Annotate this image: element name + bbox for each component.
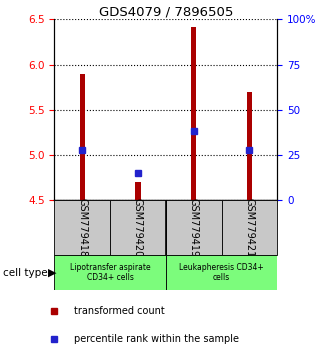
- Bar: [191, 27, 196, 200]
- Text: ▶: ▶: [48, 268, 56, 278]
- Text: GSM779420: GSM779420: [133, 198, 143, 257]
- Bar: [54, 200, 110, 255]
- Title: GDS4079 / 7896505: GDS4079 / 7896505: [99, 5, 233, 18]
- Bar: [80, 74, 85, 200]
- Text: cell type: cell type: [3, 268, 48, 278]
- Text: GSM779421: GSM779421: [244, 198, 254, 257]
- Bar: [166, 255, 277, 290]
- Bar: [247, 92, 252, 200]
- Text: transformed count: transformed count: [74, 306, 165, 316]
- Text: Lipotransfer aspirate
CD34+ cells: Lipotransfer aspirate CD34+ cells: [70, 263, 150, 282]
- Bar: [110, 200, 166, 255]
- Text: percentile rank within the sample: percentile rank within the sample: [74, 334, 239, 344]
- Bar: [54, 255, 166, 290]
- Bar: [221, 200, 277, 255]
- Bar: [166, 200, 221, 255]
- Text: GSM779419: GSM779419: [189, 198, 199, 257]
- Bar: [135, 182, 141, 200]
- Text: Leukapheresis CD34+
cells: Leukapheresis CD34+ cells: [179, 263, 264, 282]
- Text: GSM779418: GSM779418: [77, 198, 87, 257]
